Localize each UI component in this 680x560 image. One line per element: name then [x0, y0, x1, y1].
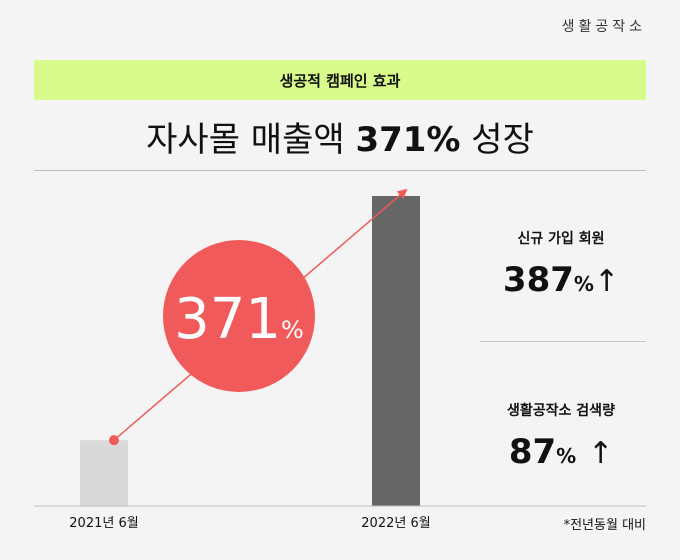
growth-badge-number: 371 [174, 287, 281, 352]
stat-search-volume-value: 87% ↑ [466, 432, 656, 472]
growth-badge-circle [163, 240, 315, 392]
growth-start-dot [109, 435, 119, 446]
up-arrow-icon: ↑ [593, 264, 620, 299]
stat-search-volume-label: 생활공작소 검색량 [507, 403, 615, 419]
bar-2 [372, 196, 420, 506]
top-divider [34, 170, 646, 171]
campaign-banner-label: 생공적 캠페인 효과 [279, 71, 401, 90]
brand-logo-text: 생활공작소 [561, 19, 646, 35]
x-tick-label-2: 2022년 6월 [361, 516, 430, 531]
headline: 자사몰 매출액 371% 성장 [0, 112, 680, 161]
campaign-banner: 생공적 캠페인 효과 [34, 60, 646, 100]
footnote: *전년동월 대비 [563, 518, 646, 533]
growth-badge: 371% [174, 287, 304, 352]
up-arrow-icon: ↑ [588, 436, 614, 471]
stat-new-members-unit: % [573, 272, 594, 296]
bar-1 [80, 440, 128, 506]
headline-prefix: 자사몰 매출액 [146, 120, 356, 160]
stat-search-volume-unit: % [556, 444, 577, 468]
growth-badge-unit: % [281, 316, 304, 344]
x-tick-label-1: 2021년 6월 [69, 516, 138, 531]
headline-suffix: 성장 [460, 120, 534, 160]
stat-new-members-number: 387 [502, 260, 574, 300]
stat-new-members: 신규 가입 회원 387%↑ [466, 228, 656, 300]
headline-highlight: 371% [355, 120, 461, 160]
stat-new-members-label: 신규 가입 회원 [517, 231, 605, 247]
stat-new-members-value: 387%↑ [466, 260, 656, 300]
stats-divider [480, 341, 646, 342]
stat-search-volume-number: 87 [508, 432, 557, 472]
stat-search-volume: 생활공작소 검색량 87% ↑ [466, 400, 656, 472]
